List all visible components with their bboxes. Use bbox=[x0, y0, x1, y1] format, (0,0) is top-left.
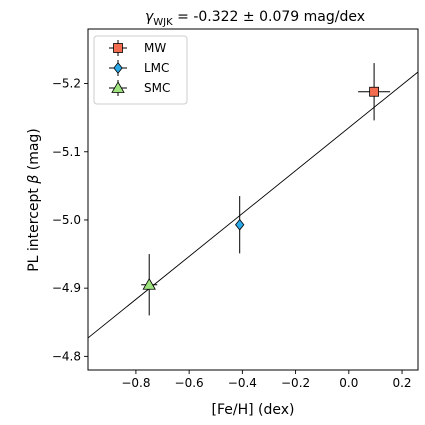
x-axis: −0.8 −0.6 −0.4 −0.2 0.0 0.2 bbox=[121, 370, 412, 390]
y-tick-label: −4.9 bbox=[52, 281, 81, 295]
legend-smc-label: SMC bbox=[144, 81, 170, 95]
y-tick-label: −5.0 bbox=[52, 213, 81, 227]
fit-line bbox=[87, 71, 419, 339]
x-tick-label: −0.4 bbox=[228, 376, 257, 390]
legend-mw-label: MW bbox=[144, 41, 166, 55]
smc-point bbox=[142, 277, 156, 290]
legend: MW LMC SMC bbox=[93, 35, 188, 105]
y-axis-label: PL intercept β (mag) bbox=[26, 128, 42, 272]
y-axis: −5.2 −5.1 −5.0 −4.9 −4.8 bbox=[52, 77, 88, 363]
legend-mw-marker bbox=[113, 43, 123, 53]
axes-frame bbox=[87, 28, 419, 371]
lmc-point bbox=[235, 218, 245, 231]
x-tick-label: −0.6 bbox=[175, 376, 204, 390]
mw-point bbox=[369, 86, 379, 97]
plot-content bbox=[87, 63, 419, 339]
y-tick-label: −5.2 bbox=[52, 77, 81, 91]
legend-smc-marker bbox=[111, 81, 125, 93]
x-tick-label: −0.2 bbox=[281, 376, 310, 390]
legend-lmc-label: LMC bbox=[144, 61, 169, 75]
legend-lmc-marker bbox=[113, 62, 123, 74]
legend-box bbox=[93, 35, 188, 105]
x-tick-label: −0.8 bbox=[121, 376, 150, 390]
x-tick-label: 0.0 bbox=[339, 376, 358, 390]
y-tick-label: −5.1 bbox=[52, 145, 81, 159]
y-tick-label: −4.8 bbox=[52, 349, 81, 363]
chart-title: γWJK = -0.322 ± 0.079 mag/dex bbox=[145, 9, 365, 28]
x-tick-label: 0.2 bbox=[392, 376, 411, 390]
x-axis-label: [Fe/H] (dex) bbox=[212, 402, 295, 418]
